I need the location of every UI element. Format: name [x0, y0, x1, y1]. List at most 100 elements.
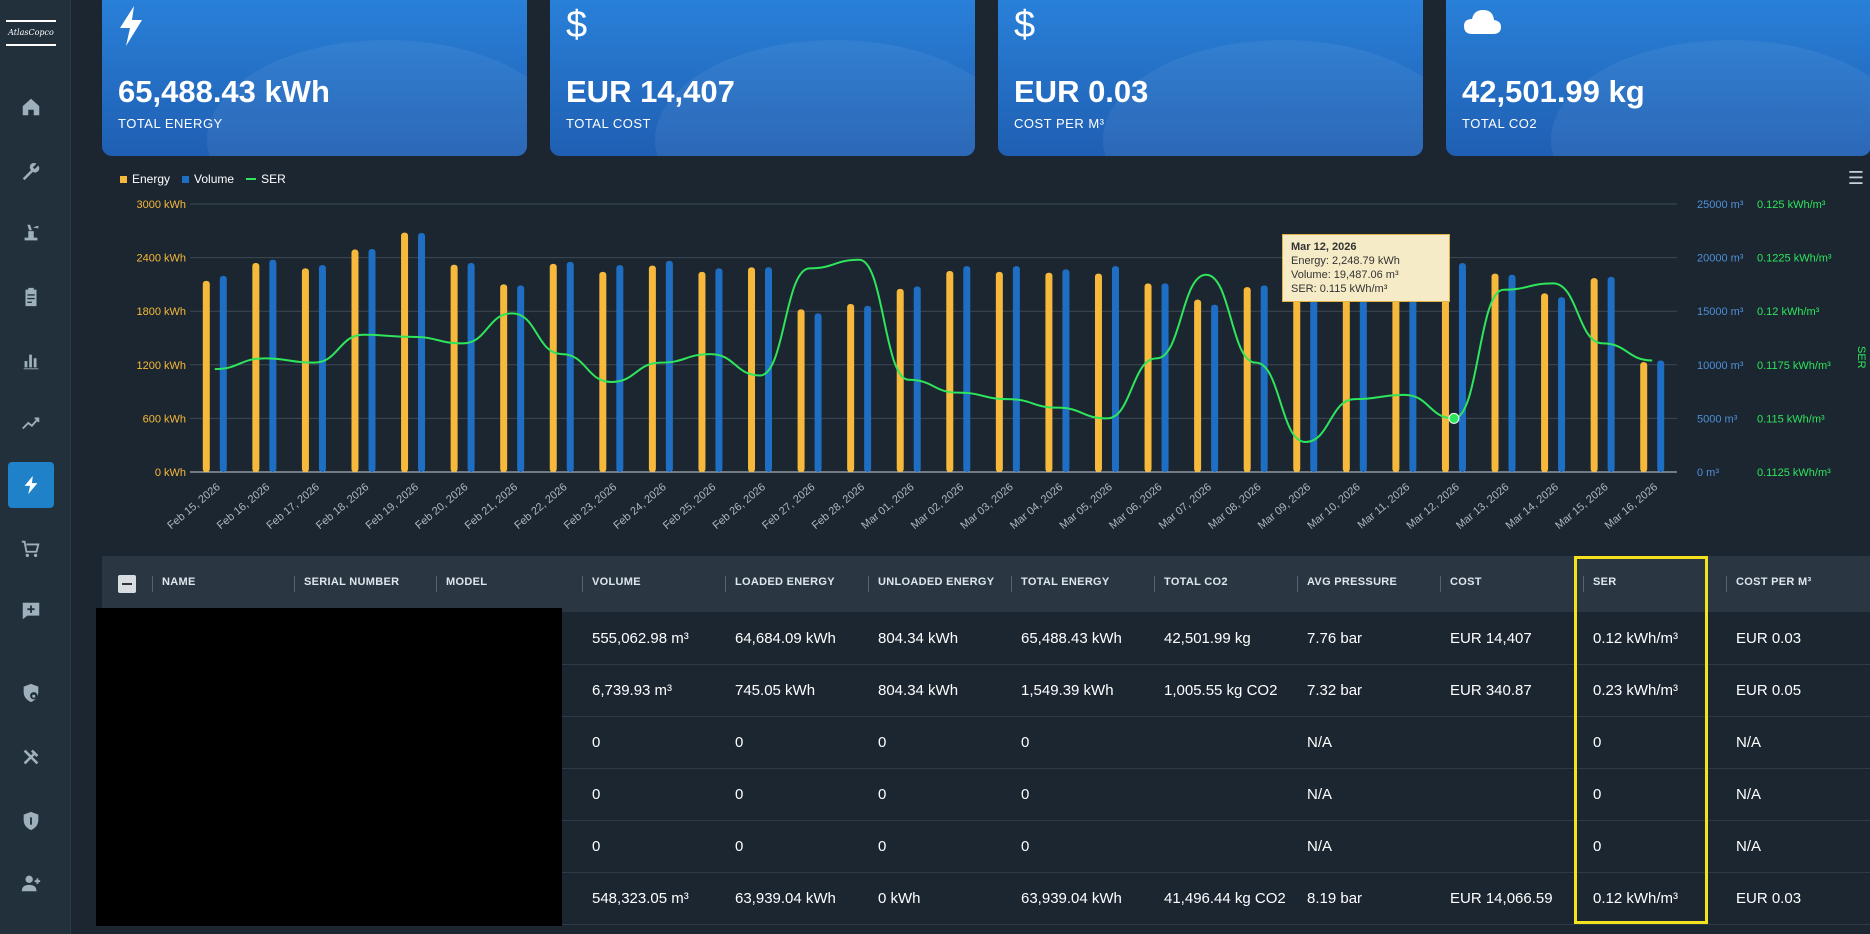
table-row[interactable]: 6,739.93 m³ 745.05 kWh 804.34 kWh 1,549.39 … — [102, 664, 1870, 717]
cell-volume: 6,739.93 m³ — [592, 682, 673, 699]
energy-bar — [1094, 273, 1102, 472]
x-tick-label: Mar 07, 2026 — [1157, 481, 1214, 532]
volume-bar — [1558, 297, 1566, 472]
x-tick-label: Feb 23, 2026 — [562, 481, 619, 532]
column-header-loaded-energy[interactable]: LOADED ENERGY — [735, 576, 835, 588]
cell-loaded-energy: 64,684.09 kWh — [735, 630, 836, 647]
energy-bar — [301, 268, 309, 472]
energy-bar — [748, 267, 756, 472]
volume-bar — [864, 305, 872, 472]
chart-menu-icon[interactable]: ☰ — [1847, 168, 1864, 188]
cell-cost: EUR 14,407 — [1450, 630, 1532, 647]
x-tick-label: Feb 24, 2026 — [611, 481, 668, 532]
column-separator[interactable] — [1583, 576, 1584, 592]
sidebar-item-energy[interactable] — [8, 462, 54, 508]
x-tick-label: Mar 03, 2026 — [958, 481, 1015, 532]
y-right2-tick: 0.1175 kWh/m³ — [1757, 360, 1831, 372]
shield-icon — [23, 811, 39, 831]
table-row[interactable]: 0 0 0 0 N/A 0 N/A — [102, 820, 1870, 873]
select-all-checkbox[interactable] — [118, 575, 136, 593]
energy-bar — [896, 288, 904, 472]
column-header-total-energy[interactable]: TOTAL ENERGY — [1021, 576, 1110, 588]
column-header-cost[interactable]: COST — [1450, 576, 1482, 588]
column-header-serial-number[interactable]: SERIAL NUMBER — [304, 576, 400, 588]
sidebar-item-home[interactable] — [8, 84, 54, 130]
cell-unloaded-energy: 0 — [878, 838, 887, 855]
table-row[interactable]: 548,323.05 m³ 63,939.04 kWh 0 kWh 63,939.04… — [102, 872, 1870, 925]
column-header-model[interactable]: MODEL — [446, 576, 488, 588]
legend-volume[interactable]: Volume — [182, 172, 234, 186]
column-separator[interactable] — [1726, 576, 1727, 592]
sidebar-item-wrench[interactable] — [8, 148, 54, 194]
volume-bar — [1607, 276, 1615, 472]
volume-bar — [1111, 266, 1119, 472]
table-row[interactable]: 555,062.98 m³ 64,684.09 kWh 804.34 kWh 65,4… — [102, 612, 1870, 665]
column-separator[interactable] — [582, 576, 583, 592]
column-separator[interactable] — [1440, 576, 1441, 592]
sidebar-item-trend[interactable] — [8, 400, 54, 446]
table-row[interactable]: 0 0 0 0 N/A 0 N/A — [102, 768, 1870, 821]
energy-bar — [1293, 279, 1301, 472]
cell-loaded-energy: 0 — [735, 734, 744, 751]
chart-tooltip: Mar 12, 2026 Energy: 2,248.79 kWh Volume… — [1282, 234, 1450, 302]
sidebar-item-clipboard[interactable] — [8, 274, 54, 320]
y-right-tick: 5000 m³ — [1697, 413, 1738, 425]
energy-bar — [648, 265, 656, 472]
cell-cost-per-m-: N/A — [1736, 838, 1762, 855]
table-row[interactable]: 0 0 0 0 N/A 0 N/A — [102, 716, 1870, 769]
y-right-tick: 0 m³ — [1697, 467, 1719, 479]
sidebar-item-add-user[interactable] — [8, 860, 54, 906]
cloud-icon — [1462, 6, 1502, 45]
y-left-tick: 1800 kWh — [136, 306, 186, 318]
column-separator[interactable] — [152, 576, 153, 592]
energy-bar — [1045, 272, 1053, 472]
column-separator[interactable] — [436, 576, 437, 592]
cell-loaded-energy: 0 — [735, 786, 744, 803]
sidebar-item-cart[interactable] — [8, 526, 54, 572]
column-separator[interactable] — [1297, 576, 1298, 592]
energy-bar — [847, 304, 855, 472]
column-separator[interactable] — [868, 576, 869, 592]
energy-bar — [351, 249, 359, 472]
column-separator[interactable] — [725, 576, 726, 592]
column-separator[interactable] — [1011, 576, 1012, 592]
column-separator[interactable] — [294, 576, 295, 592]
column-header-ser[interactable]: SER — [1593, 576, 1617, 588]
cell-unloaded-energy: 0 — [878, 734, 887, 751]
card-total-cost: $ EUR 14,407 TOTAL COST — [550, 0, 975, 156]
atlas-copco-logo[interactable]: AtlasCopco — [6, 20, 56, 46]
column-header-cost-per-m-[interactable]: COST PER M³ — [1736, 576, 1812, 588]
column-header-name[interactable]: NAME — [162, 576, 196, 588]
cell-avg-pressure: N/A — [1307, 734, 1333, 751]
y-right-tick: 20000 m³ — [1697, 253, 1744, 265]
chart-canvas: 0 kWh 0 m³ 0.1125 kWh/m³ 600 kWh 5000 m³ 0.11… — [136, 199, 1867, 532]
sidebar-item-message-plus[interactable] — [8, 588, 54, 634]
lightning-icon — [118, 6, 144, 53]
legend-energy[interactable]: Energy — [120, 172, 170, 186]
shield-lock-icon — [23, 683, 39, 703]
sidebar-item-shield-lock[interactable] — [8, 670, 54, 716]
energy-bar — [1441, 271, 1449, 472]
tooltip-energy: Energy: 2,248.79 kWh — [1291, 255, 1400, 267]
energy-bar — [1342, 266, 1350, 472]
energy-bar — [450, 264, 458, 472]
cell-loaded-energy: 0 — [735, 838, 744, 855]
x-tick-label: Feb 19, 2026 — [364, 481, 421, 532]
column-header-total-co2[interactable]: TOTAL CO2 — [1164, 576, 1228, 588]
x-tick-label: Feb 22, 2026 — [512, 481, 569, 532]
card-total-co2: 42,501.99 kg TOTAL CO2 — [1446, 0, 1870, 156]
sidebar-item-bar-chart[interactable] — [8, 338, 54, 384]
sidebar-item-shield[interactable] — [8, 798, 54, 844]
cell-avg-pressure: 7.76 bar — [1307, 630, 1363, 647]
sidebar-item-tools[interactable] — [8, 734, 54, 780]
total-energy-value: 65,488.43 kWh — [118, 74, 330, 109]
column-header-unloaded-energy[interactable]: UNLOADED ENERGY — [878, 576, 995, 588]
table-header: NAME SERIAL NUMBER MODEL VOLUME LOADED ENERG… — [102, 556, 1870, 612]
sidebar-item-compressor[interactable] — [8, 210, 54, 256]
volume-bar — [1458, 263, 1466, 472]
x-tick-label: Mar 16, 2026 — [1603, 481, 1660, 532]
column-header-volume[interactable]: VOLUME — [592, 576, 641, 588]
column-header-avg-pressure[interactable]: AVG PRESSURE — [1307, 576, 1398, 588]
column-separator[interactable] — [1154, 576, 1155, 592]
legend-ser[interactable]: SER — [246, 172, 286, 186]
